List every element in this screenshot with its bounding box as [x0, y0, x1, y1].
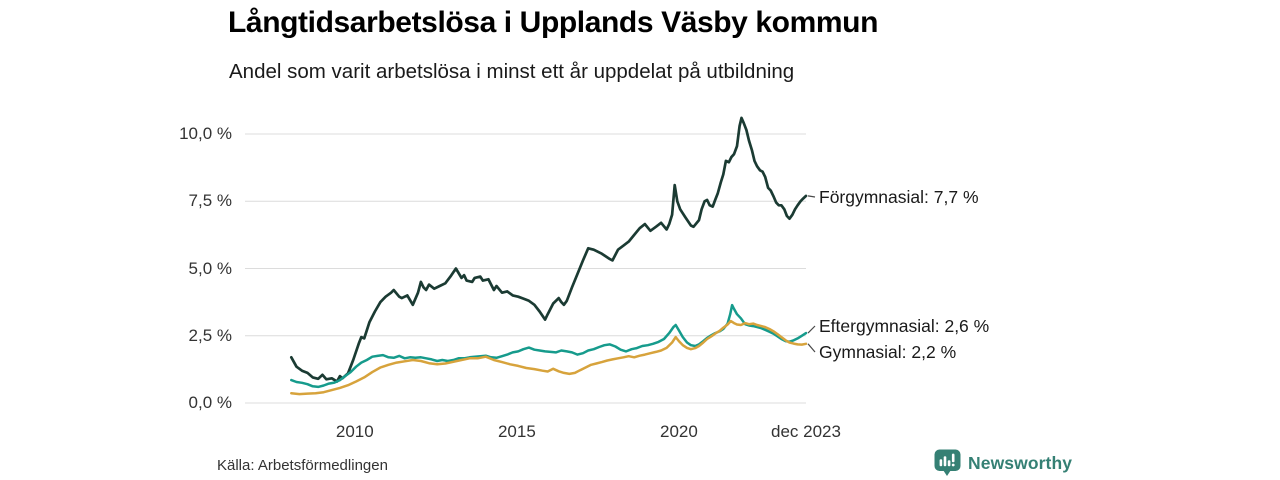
x-tick-label: 2015 [497, 422, 536, 441]
x-tick-label: dec 2023 [771, 422, 841, 441]
annotation-connector [807, 343, 816, 353]
series-label-eftergymnasial: Eftergymnasial: 2,6 % [819, 316, 990, 336]
annotation-connector [807, 195, 816, 198]
annotation-connector [807, 325, 816, 334]
series-paths [289, 116, 808, 396]
series-line-gymnasial [290, 319, 808, 396]
series-line-förgymnasial [289, 116, 808, 383]
page-title: Långtidsarbetslösa i Upplands Väsby komm… [228, 6, 879, 39]
source-note: Källa: Arbetsförmedlingen [217, 457, 388, 474]
y-tick-label: 7,5 % [188, 191, 232, 211]
newsworthy-icon [934, 449, 961, 476]
y-tick-label: 10,0 % [179, 124, 232, 143]
gridlines [245, 133, 806, 404]
newsworthy-wordmark: Newsworthy [968, 452, 1073, 473]
newsworthy-logo: Newsworthy [934, 449, 1072, 477]
annotation-connectors [807, 195, 816, 353]
chart-subtitle: Andel som varit arbetslösa i minst ett å… [229, 60, 795, 83]
y-tick-label: 5,0 % [188, 258, 232, 278]
x-tick-label: 2010 [335, 422, 374, 441]
series-label-forgymnasial: Förgymnasial: 7,7 % [819, 187, 979, 207]
y-tick-label: 2,5 % [188, 325, 232, 345]
y-tick-label: 0,0 % [188, 393, 232, 412]
series-label-gymnasial: Gymnasial: 2,2 % [819, 342, 957, 362]
x-tick-label: 2020 [660, 422, 698, 441]
series-line-eftergymnasial [290, 303, 808, 389]
